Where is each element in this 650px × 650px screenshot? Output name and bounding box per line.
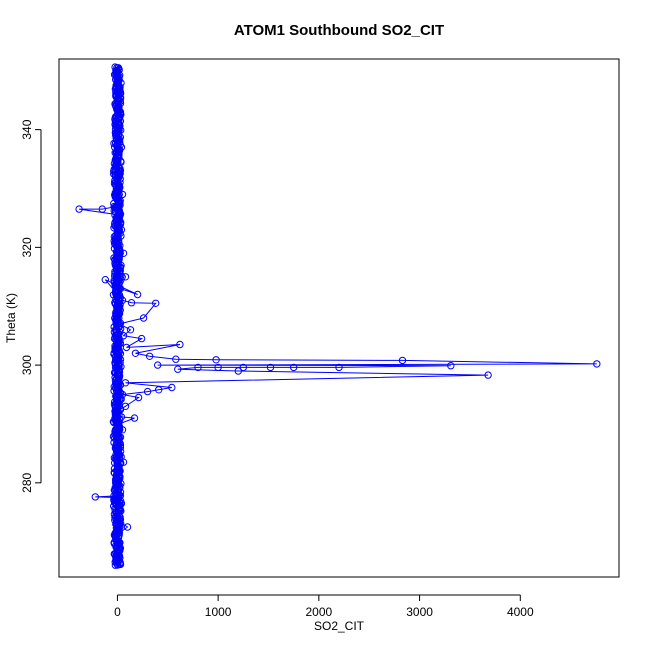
data-point — [115, 320, 124, 328]
data-point — [115, 467, 124, 475]
series-layer — [75, 63, 601, 569]
data-point — [154, 361, 162, 369]
data-point — [118, 426, 127, 434]
x-tick-label: 3000 — [406, 605, 433, 619]
data-point — [290, 363, 298, 372]
data-point — [234, 367, 243, 375]
data-point — [119, 332, 128, 340]
data-point — [122, 343, 131, 352]
data-point — [172, 355, 180, 363]
data-point — [112, 508, 121, 516]
data-point — [117, 143, 126, 152]
data-point — [113, 538, 121, 546]
data-point — [123, 523, 132, 531]
y-axis: 280 300 320 340 — [20, 119, 42, 493]
x-tick-label: 2000 — [306, 605, 333, 619]
data-point — [131, 349, 140, 357]
data-point — [137, 334, 146, 343]
data-point — [174, 365, 182, 373]
data-point — [155, 386, 163, 394]
data-point — [116, 284, 125, 293]
data-point — [119, 249, 128, 258]
data-point — [152, 299, 160, 307]
data-point — [101, 276, 110, 284]
data-point — [145, 352, 154, 360]
data-point — [115, 529, 124, 537]
series-line — [79, 66, 597, 566]
data-point — [239, 363, 248, 372]
data-point — [117, 413, 126, 421]
data-point — [127, 299, 136, 307]
data-point — [111, 408, 120, 416]
data-point — [114, 261, 123, 269]
data-point — [593, 360, 601, 368]
data-point — [115, 420, 123, 428]
data-point — [111, 493, 120, 502]
x-tick-label: 1000 — [205, 605, 232, 619]
data-point — [111, 63, 119, 71]
data-point — [114, 202, 123, 210]
data-point — [115, 84, 124, 93]
data-point — [113, 178, 122, 187]
data-point — [110, 170, 118, 178]
x-tick-label: 0 — [114, 605, 121, 619]
y-tick-label: 280 — [20, 472, 34, 492]
data-point — [398, 356, 407, 365]
data-point — [126, 326, 135, 334]
data-point — [112, 455, 121, 463]
data-point — [114, 517, 123, 525]
data-point — [116, 492, 125, 500]
data-point — [447, 362, 455, 370]
x-tick-label: 4000 — [507, 605, 534, 619]
x-axis: 0 1000 2000 3000 4000 — [114, 594, 534, 619]
data-point — [133, 290, 142, 299]
plot-frame — [58, 58, 620, 578]
y-axis-label: Theta (K) — [4, 293, 18, 343]
data-point — [118, 296, 127, 304]
data-point — [119, 458, 128, 466]
x-axis-label: SO2_CIT — [314, 619, 365, 633]
y-tick-label: 340 — [20, 119, 34, 139]
data-point — [91, 493, 100, 501]
data-point — [114, 558, 122, 566]
data-point — [168, 383, 176, 392]
data-point — [98, 205, 107, 213]
data-point — [116, 443, 125, 452]
data-point — [117, 226, 126, 234]
data-point — [484, 371, 492, 379]
data-point — [266, 363, 275, 372]
data-point — [113, 96, 122, 104]
data-point — [113, 432, 122, 440]
data-point — [214, 363, 222, 372]
data-point — [194, 363, 202, 372]
y-tick-label: 320 — [20, 237, 34, 257]
data-point — [111, 120, 120, 128]
data-point — [139, 314, 148, 322]
data-point — [112, 237, 121, 246]
data-point — [118, 190, 127, 199]
data-point — [121, 379, 130, 387]
data-point — [121, 273, 130, 281]
data-point — [118, 390, 127, 399]
data-point — [114, 131, 123, 140]
data-point — [112, 67, 120, 75]
data-point — [116, 108, 125, 116]
data-point — [113, 479, 122, 487]
data-point — [115, 211, 124, 219]
data-point — [75, 205, 83, 213]
data-point — [117, 499, 126, 508]
data-point — [115, 546, 123, 555]
chart-title: ATOM1 Southbound SO2_CIT — [234, 22, 444, 39]
y-tick-label: 300 — [20, 355, 34, 375]
data-point — [335, 363, 343, 372]
data-point — [121, 402, 130, 410]
data-point — [212, 356, 220, 364]
data-point — [116, 167, 125, 175]
data-point — [130, 414, 139, 422]
data-point — [143, 387, 152, 396]
data-point — [112, 155, 121, 163]
data-point — [176, 340, 184, 349]
data-point — [134, 393, 143, 402]
